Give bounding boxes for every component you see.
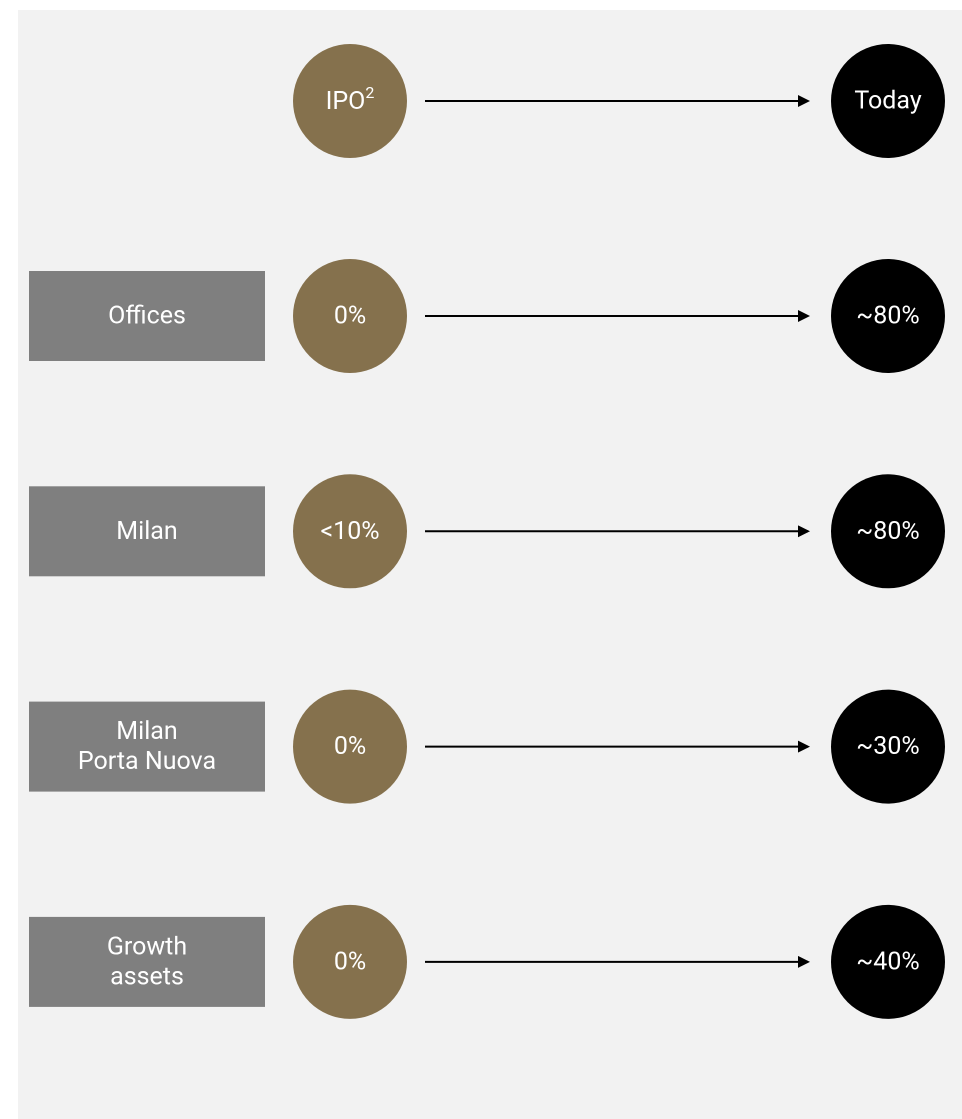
category-box [29, 486, 265, 577]
category-box [29, 701, 265, 792]
start-value: 0% [334, 302, 366, 331]
category-box [29, 916, 265, 1007]
category-label: assets [110, 962, 184, 991]
end-circle [831, 474, 945, 589]
category-label: Offices [108, 302, 186, 331]
category-label: Milan [116, 717, 177, 746]
start-label: IPO2 [326, 83, 375, 116]
start-circle [293, 44, 407, 158]
category-label: Porta Nuova [78, 747, 216, 776]
end-value: ~80% [856, 302, 919, 331]
start-circle [293, 904, 407, 1019]
start-value: 0% [334, 732, 366, 761]
category-label: Milan [116, 517, 177, 546]
end-circle [831, 689, 945, 804]
header: IPO2 Today [293, 44, 945, 158]
category-label: Growth [107, 932, 187, 961]
start-circle [293, 474, 407, 589]
start-value: 0% [334, 947, 366, 976]
end-label: Today [854, 87, 921, 116]
start-circle [293, 259, 407, 373]
footnote: 2 [365, 83, 374, 102]
start-text: IPO [326, 87, 366, 116]
start-value: <10% [320, 517, 379, 546]
end-circle [831, 904, 945, 1019]
end-circle [831, 259, 945, 373]
end-value: ~80% [856, 517, 919, 546]
end-value: ~30% [856, 732, 919, 761]
end-value: ~40% [856, 947, 919, 976]
start-circle [293, 689, 407, 804]
end-circle [831, 44, 945, 158]
category-box [29, 271, 265, 361]
